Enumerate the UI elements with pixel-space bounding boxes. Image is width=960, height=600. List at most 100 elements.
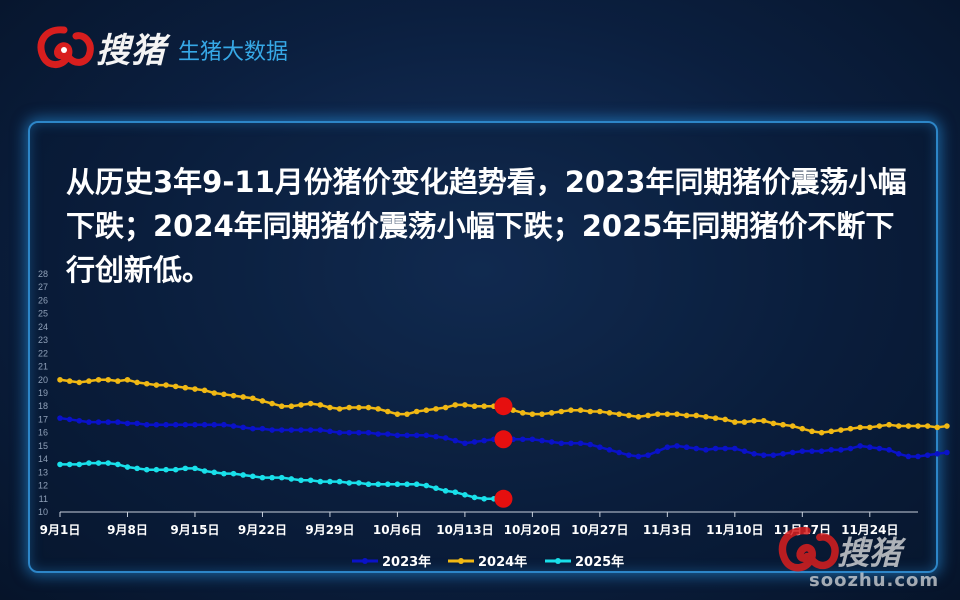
data-point-series_2024 <box>76 379 83 386</box>
highlight-marker <box>494 489 513 508</box>
data-point-series_2024 <box>384 408 391 415</box>
data-point-series_2024 <box>172 383 179 390</box>
data-point-series_2024 <box>838 427 844 433</box>
data-point-series_2023 <box>394 432 401 439</box>
data-point-series_2024 <box>211 390 218 396</box>
data-point-series_2023 <box>76 417 83 424</box>
data-point-series_2023 <box>809 448 815 454</box>
data-point-series_2023 <box>876 445 883 452</box>
y-tick-label: 28 <box>38 269 48 279</box>
watermark-url: soozhu.com <box>809 570 940 591</box>
data-point-series_2025 <box>394 481 401 488</box>
data-point-series_2024 <box>895 423 902 429</box>
data-point-series_2024 <box>722 416 728 423</box>
legend-label: 2025年 <box>575 554 624 570</box>
data-point-series_2024 <box>365 404 372 411</box>
y-tick-label: 22 <box>38 348 48 358</box>
watermark-logo-icon <box>778 527 839 572</box>
data-point-series_2024 <box>770 420 777 427</box>
data-point-series_2024 <box>529 411 536 417</box>
data-point-series_2024 <box>568 407 574 413</box>
data-point-series_2024 <box>57 376 63 383</box>
data-point-series_2024 <box>134 379 140 386</box>
data-point-series_2023 <box>944 449 950 456</box>
data-point-series_2024 <box>288 403 295 410</box>
data-point-series_2024 <box>452 402 459 408</box>
data-point-series_2024 <box>182 384 189 391</box>
data-point-series_2025 <box>288 476 295 482</box>
data-point-series_2023 <box>934 451 941 457</box>
data-point-series_2024 <box>519 410 526 416</box>
data-point-series_2024 <box>163 382 169 388</box>
data-point-series_2023 <box>336 429 343 436</box>
data-point-series_2024 <box>105 376 112 383</box>
data-point-series_2023 <box>654 448 661 454</box>
header-subtitle: 生猪大数据 <box>178 40 289 65</box>
data-point-series_2023 <box>240 424 246 431</box>
data-point-series_2024 <box>905 423 912 429</box>
data-point-series_2025 <box>134 465 140 472</box>
data-point-series_2024 <box>674 411 680 417</box>
y-tick-label: 25 <box>38 309 48 319</box>
highlight-marker <box>494 397 513 416</box>
legend-marker-series_2024 <box>458 558 464 564</box>
data-point-series_2025 <box>365 481 372 488</box>
data-point-series_2025 <box>153 466 160 473</box>
x-tick-label: 11月10日 <box>706 523 763 537</box>
series-line-series_2025 <box>60 461 494 501</box>
data-point-series_2024 <box>809 428 815 435</box>
x-tick-label: 10月6日 <box>373 523 422 537</box>
data-point-series_2024 <box>327 404 333 411</box>
data-point-series_2025 <box>462 492 468 498</box>
y-tick-label: 17 <box>38 414 48 424</box>
data-point-series_2025 <box>384 481 391 488</box>
data-point-series_2024 <box>481 403 487 410</box>
data-point-series_2024 <box>751 417 757 424</box>
data-point-series_2025 <box>76 461 83 468</box>
data-point-series_2025 <box>66 461 73 468</box>
watermark: 搜猪 soozhu.com <box>775 524 950 594</box>
x-tick-label: 9月1日 <box>40 523 81 537</box>
data-point-series_2023 <box>452 437 459 444</box>
data-point-series_2024 <box>587 408 594 415</box>
data-point-series_2024 <box>95 376 102 383</box>
data-point-series_2024 <box>847 425 854 432</box>
data-point-series_2025 <box>57 461 63 468</box>
data-point-series_2023 <box>221 421 227 428</box>
data-point-series_2025 <box>442 488 449 494</box>
data-point-series_2025 <box>317 478 324 485</box>
data-point-series_2023 <box>751 451 757 457</box>
data-point-series_2025 <box>115 461 121 468</box>
data-point-series_2023 <box>423 432 430 439</box>
y-tick-label: 20 <box>38 375 48 385</box>
x-tick-label: 11月24日 <box>841 523 898 537</box>
data-point-series_2024 <box>539 411 545 417</box>
data-point-series_2025 <box>356 480 362 486</box>
data-point-series_2024 <box>654 411 661 417</box>
y-tick-label: 26 <box>38 295 48 305</box>
y-tick-label: 27 <box>38 282 48 292</box>
data-point-series_2024 <box>866 424 873 431</box>
data-point-series_2025 <box>336 478 343 485</box>
data-point-series_2023 <box>481 437 487 444</box>
soozhu-logo-icon <box>37 26 94 68</box>
data-point-series_2025 <box>481 495 487 502</box>
data-point-series_2023 <box>182 421 189 428</box>
data-point-series_2024 <box>934 424 941 431</box>
data-point-series_2023 <box>703 447 709 453</box>
data-point-series_2023 <box>645 452 651 458</box>
data-point-series_2024 <box>153 382 160 388</box>
data-point-series_2024 <box>298 402 304 408</box>
y-tick-label: 15 <box>38 441 48 451</box>
data-point-series_2025 <box>182 465 189 472</box>
data-point-series_2024 <box>857 424 863 431</box>
data-point-series_2023 <box>732 445 738 452</box>
data-point-series_2024 <box>693 412 700 419</box>
data-point-series_2025 <box>211 469 218 476</box>
data-point-series_2025 <box>105 460 112 466</box>
data-point-series_2024 <box>799 425 806 432</box>
data-point-series_2024 <box>250 395 256 402</box>
data-point-series_2023 <box>95 419 102 425</box>
data-point-series_2023 <box>664 444 671 451</box>
watermark-logo-text: 搜猪 <box>837 534 902 572</box>
